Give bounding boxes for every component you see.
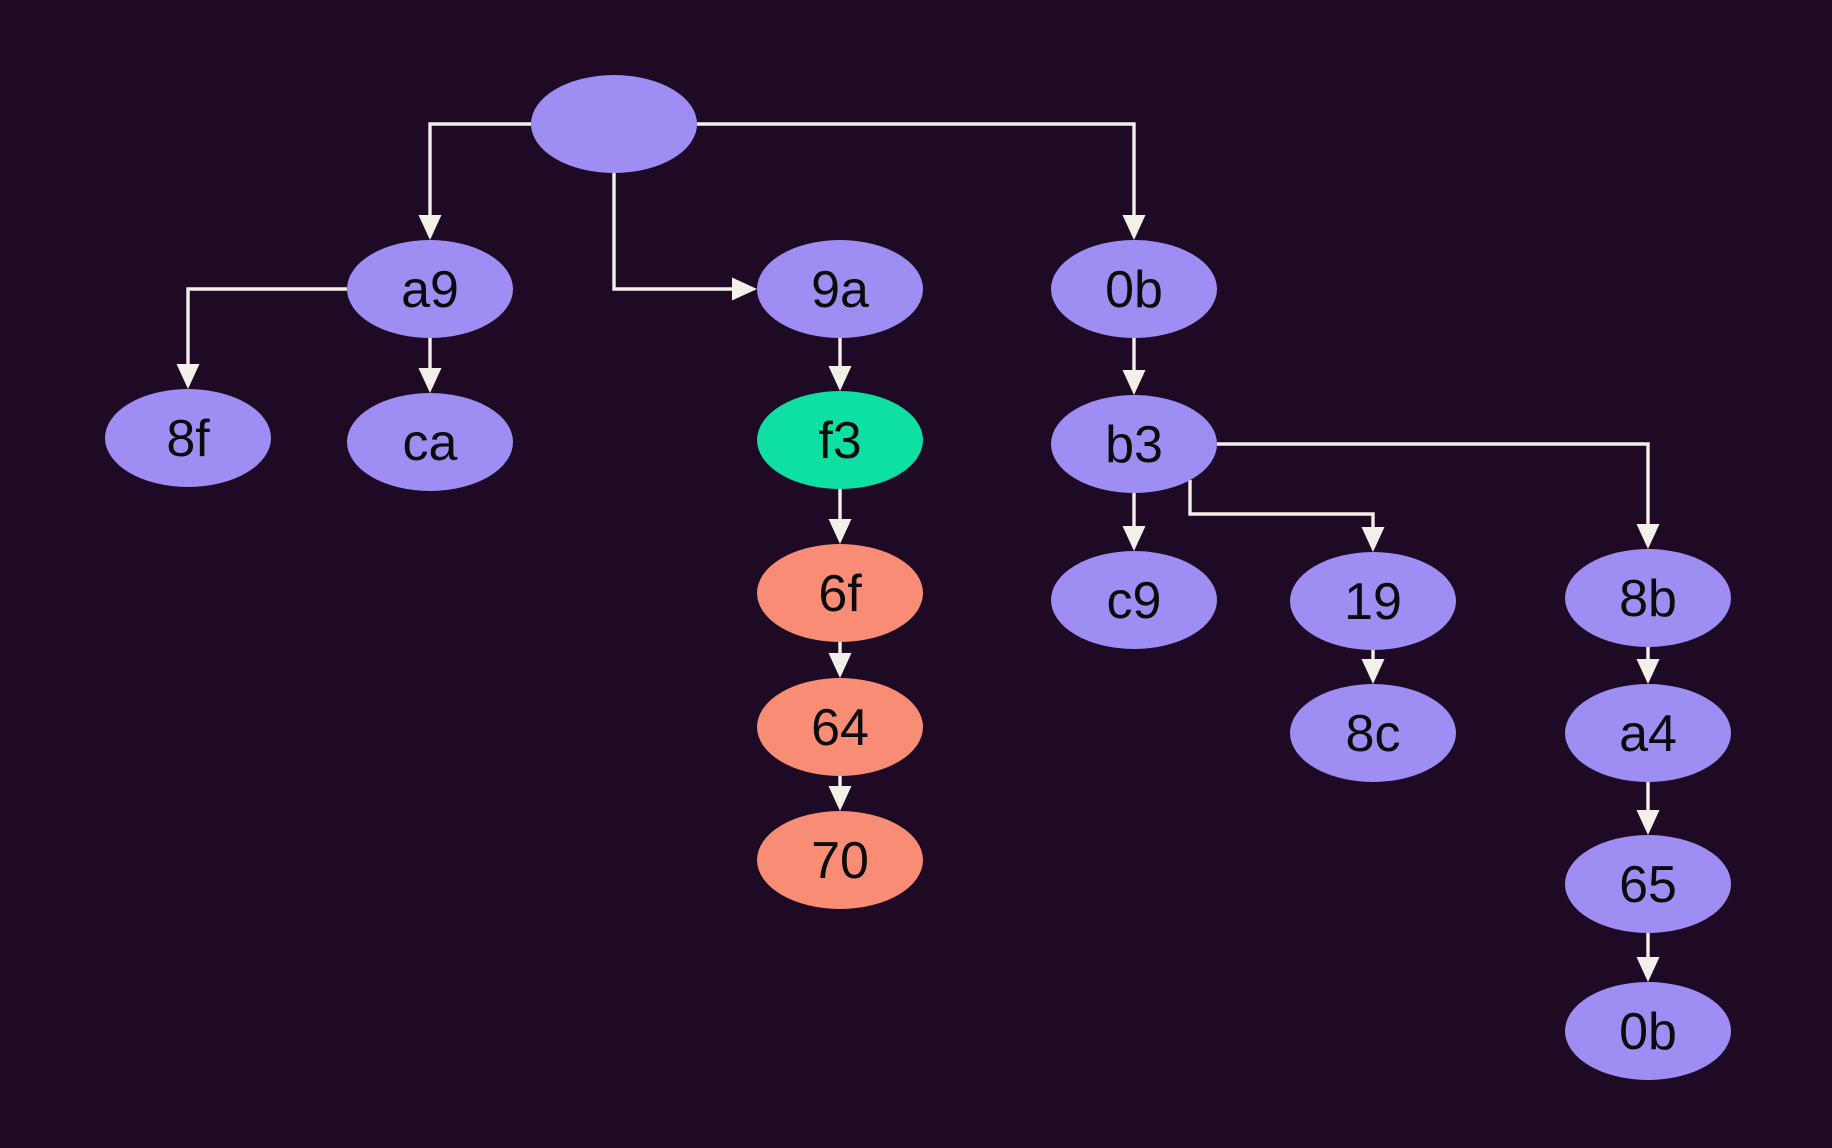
node-label: c9	[1107, 572, 1162, 630]
node-label: 70	[811, 832, 869, 890]
edge-b3-19	[1188, 480, 1385, 552]
node-label: 6f	[818, 565, 862, 623]
node-label: 8f	[166, 410, 210, 468]
node-ellipse	[1290, 552, 1456, 650]
edges-layer	[176, 122, 1660, 982]
edge-line	[428, 122, 531, 215]
edge-line	[1217, 442, 1650, 524]
node-ellipse	[347, 393, 513, 491]
edge-a4-65	[1636, 780, 1660, 835]
node-label: ca	[403, 414, 458, 472]
node-64: 64	[757, 678, 923, 776]
node-ellipse	[1051, 551, 1217, 649]
edge-f3-6f	[828, 487, 852, 544]
node-ellipse	[757, 391, 923, 489]
edge-64-70	[828, 774, 852, 811]
node-ca: ca	[347, 393, 513, 491]
arrowhead-icon	[1636, 524, 1660, 549]
node-ellipse	[757, 544, 923, 642]
arrowhead-icon	[828, 366, 852, 391]
node-ellipse	[531, 75, 697, 173]
arrowhead-icon	[418, 368, 442, 393]
node-8f: 8f	[105, 389, 271, 487]
edge-root-0b-top	[697, 122, 1146, 240]
node-ellipse	[757, 811, 923, 909]
node-a9: a9	[347, 240, 513, 338]
edge-line	[697, 122, 1136, 215]
node-label: 19	[1344, 573, 1402, 631]
arrowhead-icon	[732, 277, 757, 301]
arrowhead-icon	[828, 519, 852, 544]
node-label: 8c	[1346, 705, 1401, 763]
edge-9a-f3	[828, 336, 852, 391]
node-b3: b3	[1051, 395, 1217, 493]
edge-line	[1188, 480, 1375, 527]
node-ellipse	[757, 240, 923, 338]
node-ellipse	[105, 389, 271, 487]
arrowhead-icon	[1122, 215, 1146, 240]
arrowhead-icon	[828, 653, 852, 678]
arrowhead-icon	[1122, 526, 1146, 551]
edge-b3-8b	[1217, 442, 1660, 549]
edge-root-9a	[612, 171, 757, 301]
node-0b-bottom: 0b	[1565, 982, 1731, 1080]
edge-root-a9	[418, 122, 531, 240]
arrowhead-icon	[1636, 957, 1660, 982]
node-ellipse	[757, 678, 923, 776]
arrowhead-icon	[1361, 527, 1385, 552]
nodes-layer: a9 9a 0b 8f ca f3 b3 6f c9 19 8b 64 8c a4 70 65 0b	[105, 75, 1731, 1080]
node-0b-top: 0b	[1051, 240, 1217, 338]
node-ellipse	[1565, 549, 1731, 647]
node-ellipse	[1565, 835, 1731, 933]
edge-19-8c	[1361, 648, 1385, 684]
node-c9: c9	[1051, 551, 1217, 649]
node-70: 70	[757, 811, 923, 909]
node-label: b3	[1105, 416, 1163, 474]
arrowhead-icon	[1636, 810, 1660, 835]
arrowhead-icon	[176, 364, 200, 389]
node-label: 0b	[1619, 1003, 1677, 1061]
node-root	[531, 75, 697, 173]
node-ellipse	[347, 240, 513, 338]
node-19: 19	[1290, 552, 1456, 650]
edge-a9-ca	[418, 336, 442, 393]
node-ellipse	[1290, 684, 1456, 782]
arrowhead-icon	[1122, 370, 1146, 395]
arrowhead-icon	[828, 786, 852, 811]
node-ellipse	[1051, 395, 1217, 493]
node-9a: 9a	[757, 240, 923, 338]
edge-b3-c9	[1122, 491, 1146, 551]
arrowhead-icon	[1361, 659, 1385, 684]
node-label: 8b	[1619, 570, 1677, 628]
node-65: 65	[1565, 835, 1731, 933]
edge-6f-64	[828, 640, 852, 678]
node-label: 65	[1619, 856, 1677, 914]
node-ellipse	[1051, 240, 1217, 338]
edge-8b-a4	[1636, 645, 1660, 684]
node-8c: 8c	[1290, 684, 1456, 782]
edge-line	[612, 171, 732, 291]
node-f3: f3	[757, 391, 923, 489]
edge-line	[186, 287, 347, 364]
edge-65-0b-bottom	[1636, 931, 1660, 982]
edge-0b-top-b3	[1122, 336, 1146, 395]
node-8b: 8b	[1565, 549, 1731, 647]
node-label: 0b	[1105, 261, 1163, 319]
node-label: 64	[811, 699, 869, 757]
node-label: 9a	[811, 261, 869, 319]
node-ellipse	[1565, 684, 1731, 782]
arrowhead-icon	[1636, 659, 1660, 684]
node-label: f3	[818, 412, 861, 470]
node-label: a9	[401, 261, 459, 319]
node-label: a4	[1619, 705, 1677, 763]
arrowhead-icon	[418, 215, 442, 240]
node-ellipse	[1565, 982, 1731, 1080]
edge-a9-8f	[176, 287, 347, 389]
node-6f: 6f	[757, 544, 923, 642]
node-a4: a4	[1565, 684, 1731, 782]
